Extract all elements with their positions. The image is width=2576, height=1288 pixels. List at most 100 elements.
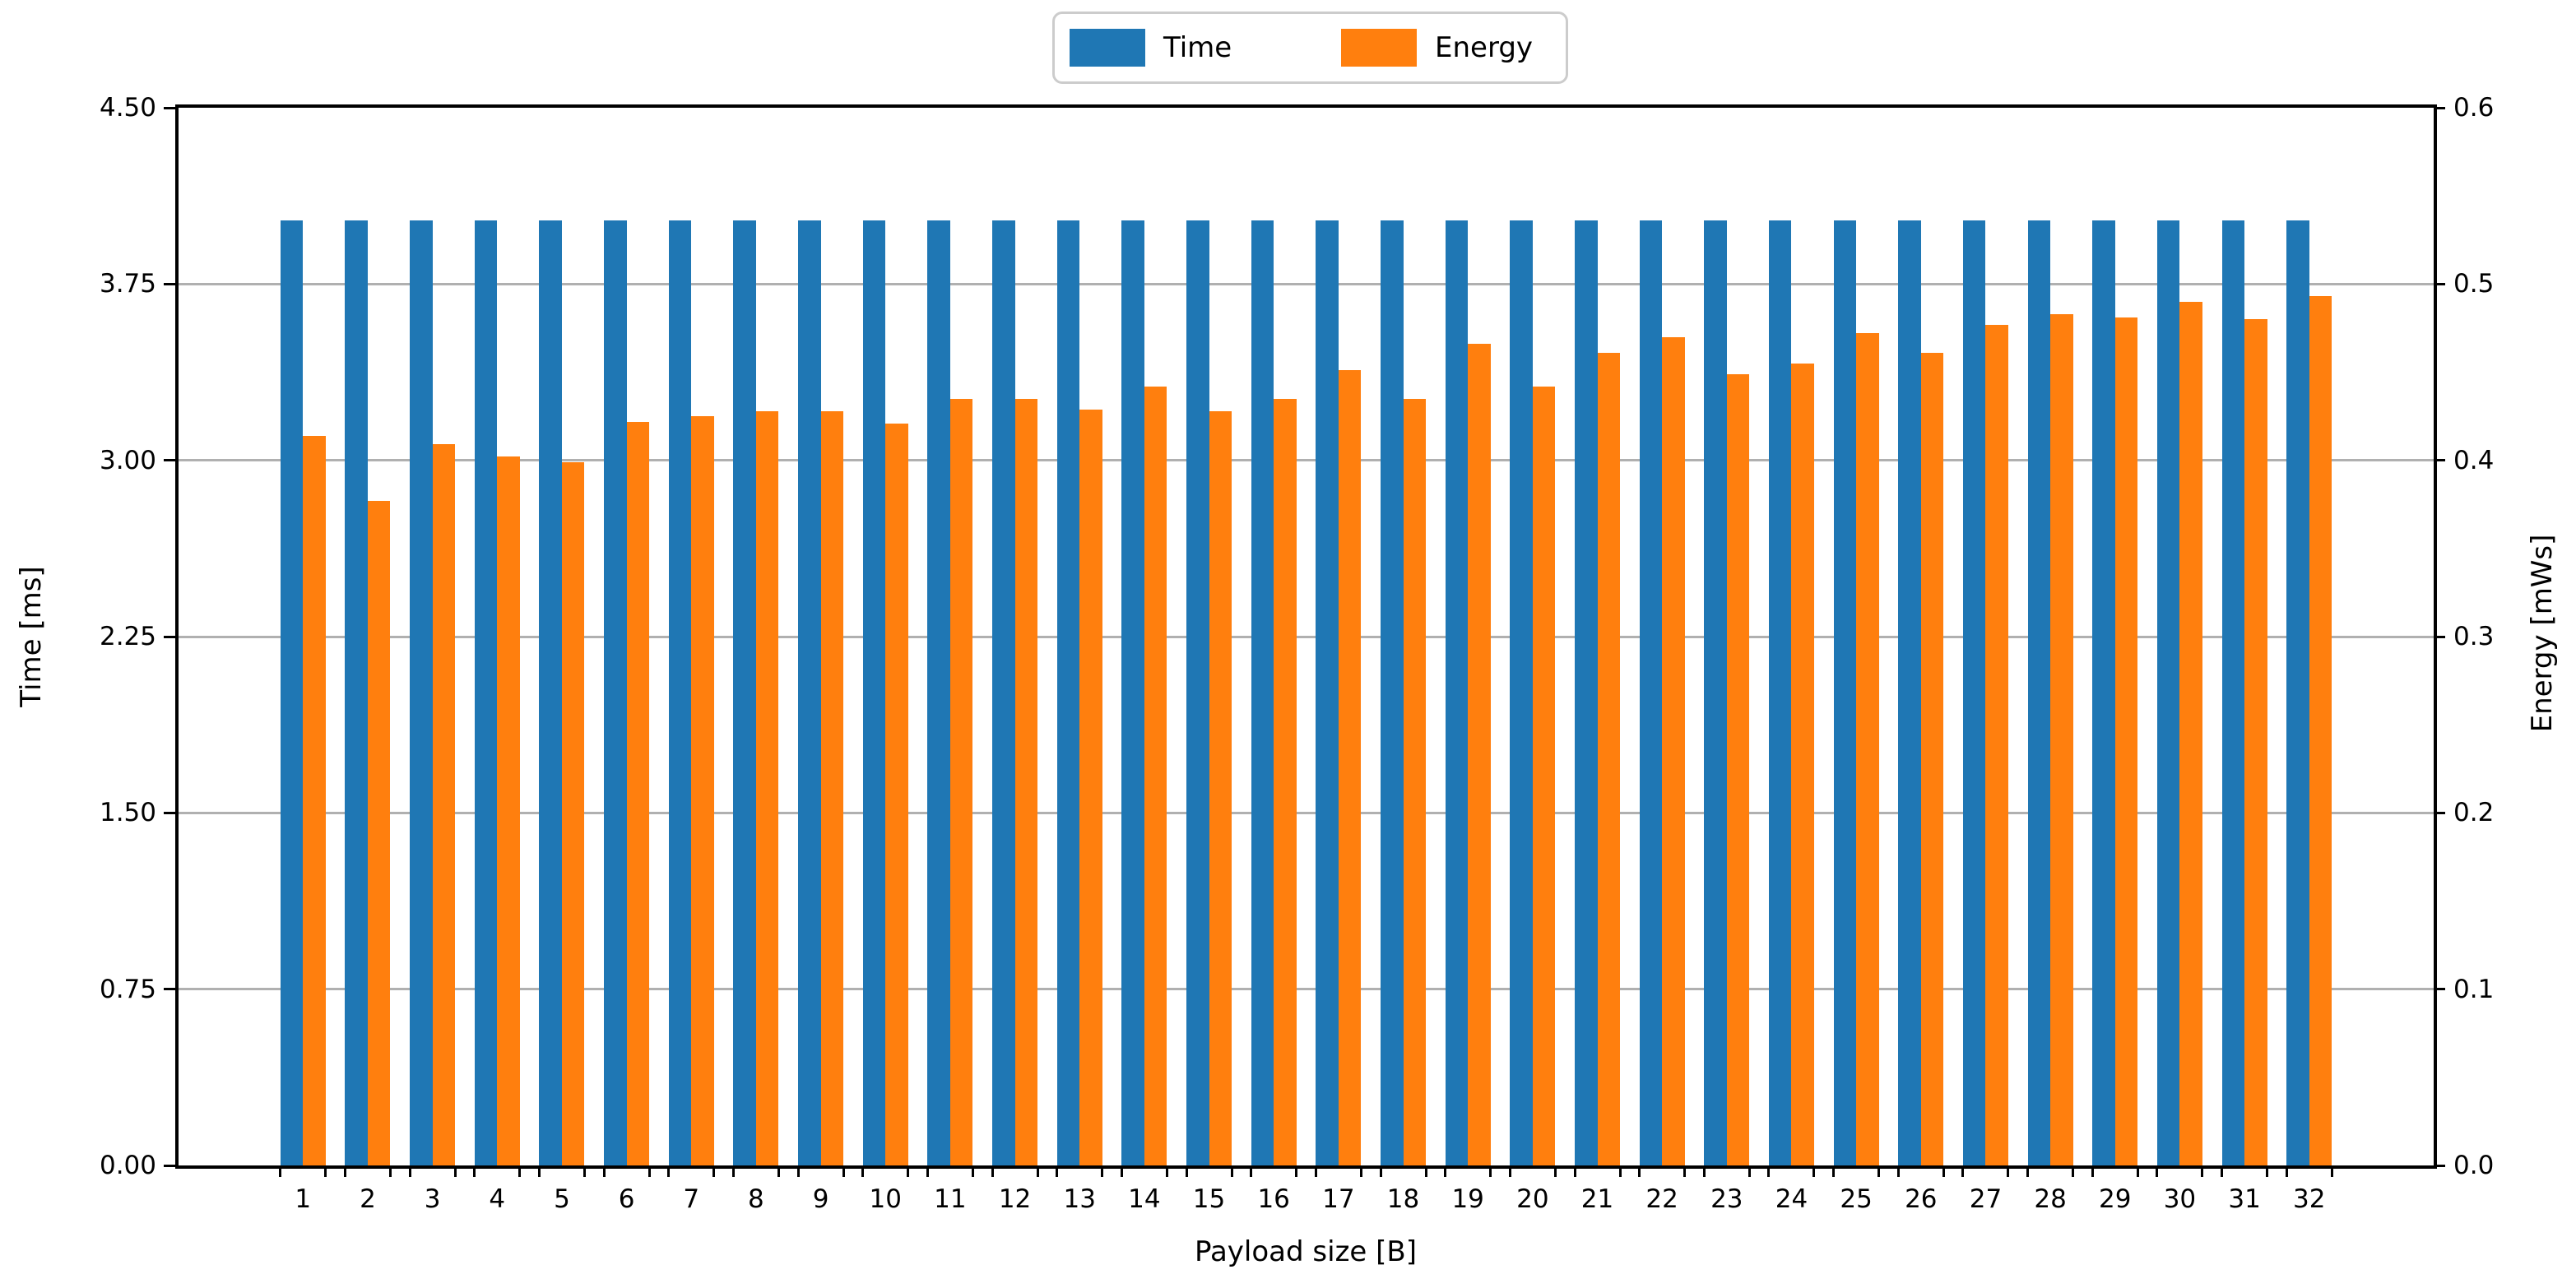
right-tick-label: 0.2 [2453,798,2495,828]
x-tick-mark [2026,1165,2030,1177]
time-bar-8 [733,220,756,1165]
x-tick-label-20: 20 [1516,1184,1549,1214]
x-tick-mark [1489,1165,1492,1177]
energy-bar-22 [1662,336,1685,1165]
x-tick-mark [1165,1165,1168,1177]
x-tick-mark [1683,1165,1687,1177]
x-tick-label-30: 30 [2163,1184,2197,1214]
x-tick-label-22: 22 [1645,1184,1678,1214]
x-tick-label-24: 24 [1775,1184,1808,1214]
x-tick-label-7: 7 [683,1184,700,1214]
x-tick-mark [453,1165,457,1177]
energy-bar-15 [1209,410,1232,1165]
x-tick-mark [777,1165,780,1177]
energy-bar-16 [1274,398,1297,1165]
x-tick-mark [1295,1165,1298,1177]
time-bar-5 [539,220,562,1165]
time-bar-2 [345,220,368,1165]
left-tick-mark [164,811,175,814]
left-tick-mark [164,1164,175,1167]
gridline [179,282,2434,285]
energy-bar-2 [367,500,391,1165]
gridline [179,811,2434,814]
time-bar-32 [2286,220,2309,1165]
energy-bar-29 [2114,317,2138,1165]
x-tick-label-12: 12 [998,1184,1032,1214]
left-tick-mark [164,459,175,462]
x-tick-label-15: 15 [1192,1184,1226,1214]
time-bar-9 [798,220,821,1165]
energy-bar-21 [1597,352,1620,1165]
x-tick-mark [1230,1165,1233,1177]
energy-bar-32 [2309,296,2332,1165]
time-bar-18 [1381,220,1404,1165]
right-axis-label: Energy [mWs] [2526,534,2559,733]
energy-bar-10 [885,423,908,1165]
x-tick-mark [2201,1165,2204,1177]
energy-bar-6 [626,421,650,1165]
x-tick-mark [1056,1165,1059,1177]
legend: Time Energy [1052,12,1568,84]
x-tick-label-8: 8 [748,1184,764,1214]
time-bar-28 [2027,220,2051,1165]
time-bar-15 [1186,220,1209,1165]
x-tick-mark [2136,1165,2139,1177]
time-bar-21 [1575,220,1598,1165]
left-tick-label: 0.00 [99,1151,156,1180]
energy-bar-25 [1856,333,1879,1165]
right-tick-label: 0.0 [2453,1151,2495,1180]
time-bar-22 [1639,220,1663,1165]
x-axis-label: Payload size [B] [1195,1235,1417,1268]
x-tick-mark [1314,1165,1317,1177]
bars [179,108,2434,1165]
x-tick-mark [1424,1165,1427,1177]
left-tick-label: 4.50 [99,93,156,123]
x-tick-mark [1036,1165,1039,1177]
time-bar-7 [668,220,692,1165]
left-axis-label: Time [ms] [15,566,48,707]
x-tick-mark [1508,1165,1511,1177]
x-tick-mark [2330,1165,2333,1177]
x-tick-mark [2285,1165,2288,1177]
right-tick-mark [2434,459,2445,462]
x-tick-mark [537,1165,541,1177]
x-tick-mark [1748,1165,1751,1177]
x-tick-mark [1638,1165,1641,1177]
x-tick-label-26: 26 [1905,1184,1938,1214]
energy-bar-4 [497,456,520,1165]
energy-bar-23 [1726,373,1750,1165]
x-tick-mark [796,1165,800,1177]
x-tick-mark [2221,1165,2224,1177]
energy-bar-5 [561,461,585,1165]
energy-bar-18 [1403,398,1427,1165]
legend-swatch-energy [1341,29,1417,67]
x-tick-mark [2266,1165,2269,1177]
x-tick-label-21: 21 [1580,1184,1614,1214]
x-tick-mark [1812,1165,1816,1177]
time-bar-26 [1898,220,1921,1165]
x-tick-mark [1379,1165,1382,1177]
left-tick-label: 3.00 [99,445,156,475]
x-tick-mark [1573,1165,1576,1177]
energy-bar-19 [1468,344,1491,1165]
x-tick-mark [1359,1165,1362,1177]
x-tick-mark [907,1165,910,1177]
x-tick-mark [324,1165,327,1177]
energy-bar-24 [1791,363,1814,1165]
energy-bar-8 [755,410,779,1165]
time-bar-6 [604,220,627,1165]
x-tick-label-23: 23 [1710,1184,1743,1214]
x-tick-label-9: 9 [812,1184,829,1214]
x-tick-mark [583,1165,586,1177]
energy-bar-1 [303,435,326,1165]
energy-bar-27 [1985,324,2008,1165]
time-bar-11 [927,220,950,1165]
energy-bar-20 [1532,386,1556,1165]
right-tick-mark [2434,1164,2445,1167]
x-tick-mark [1444,1165,1447,1177]
time-bar-27 [1962,220,1986,1165]
x-tick-label-31: 31 [2228,1184,2261,1214]
x-tick-mark [1101,1165,1104,1177]
left-tick-label: 3.75 [99,269,156,299]
x-tick-label-18: 18 [1386,1184,1420,1214]
